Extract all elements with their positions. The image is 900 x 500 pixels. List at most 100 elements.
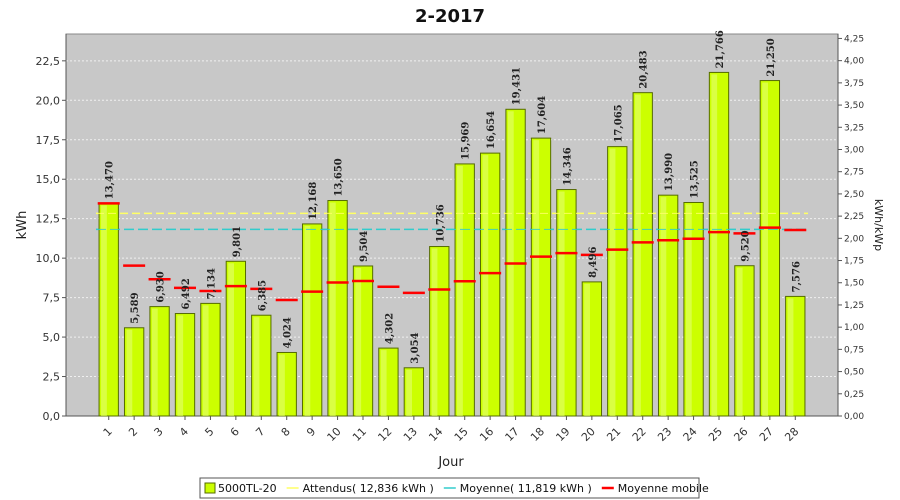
y2-axis-label: kWh/kWp [872, 199, 885, 251]
data-label: 19,431 [512, 67, 523, 105]
data-label: 17,065 [613, 104, 624, 142]
x-tick-label: 23 [655, 425, 674, 444]
bar-highlight [660, 197, 667, 416]
bar-highlight [101, 205, 107, 416]
bar-highlight [736, 267, 743, 416]
bar-highlight [711, 74, 718, 416]
y2-tick-label: 3,75 [844, 79, 864, 89]
y-tick-label: 17,5 [36, 134, 61, 147]
x-tick-label: 13 [401, 425, 420, 444]
x-tick-label: 17 [503, 425, 522, 444]
x-tick-label: 28 [782, 425, 801, 444]
bar-highlight [533, 140, 540, 416]
bar-highlight [406, 369, 412, 416]
bar-highlight [151, 308, 158, 416]
data-label: 15,969 [461, 122, 472, 160]
bar-highlight [304, 225, 311, 416]
data-label: 10,736 [435, 204, 446, 242]
bar-highlight [202, 305, 209, 416]
y2-tick-label: 1,25 [844, 301, 864, 311]
x-tick-label: 18 [528, 425, 547, 444]
y-tick-label: 10,0 [36, 252, 61, 265]
plot-area: 0,0 2,5 5,0 7,5 10,0 12,5 15,0 17,5 20,0 22,5 0,00… [36, 30, 865, 444]
data-label: 13,470 [105, 161, 116, 199]
x-tick-label: 8 [279, 425, 293, 439]
x-tick-label: 7 [253, 425, 267, 439]
bar-highlight [177, 315, 184, 416]
data-label: 6,930 [156, 271, 167, 302]
bar-highlight [558, 191, 565, 416]
x-tick-label: 19 [553, 425, 572, 444]
bar-highlight [584, 283, 590, 416]
y2-tick-label: 0,75 [844, 345, 864, 355]
data-label: 9,801 [232, 226, 243, 257]
y2-tick-label: 0,25 [844, 390, 864, 400]
y-axis-label: kWh [15, 211, 30, 240]
y2-tick-label: 4,00 [844, 57, 864, 67]
data-label: 12,168 [308, 182, 319, 220]
bar-highlight [431, 248, 438, 416]
legend-label: Attendus( 12,836 kWh ) [303, 482, 434, 495]
y-tick-label: 5,0 [43, 331, 61, 344]
bar-highlight [279, 354, 285, 416]
x-tick-label: 20 [579, 425, 598, 444]
data-label: 8,496 [588, 247, 599, 278]
legend-swatch-bar [204, 482, 216, 494]
legend: 5000TL-20 Attendus( 12,836 kWh ) Moyenne( … [199, 477, 709, 499]
data-label: 7,576 [791, 261, 802, 292]
y-tick-label: 12,5 [36, 213, 61, 226]
x-tick-label: 15 [452, 425, 471, 444]
data-label: 9,520 [740, 230, 751, 261]
x-tick-label: 16 [477, 425, 496, 444]
y2-tick-label: 1,00 [844, 323, 864, 333]
x-tick-label: 4 [177, 425, 191, 439]
y2-tick-label: 2,50 [844, 190, 864, 200]
y-tick-label: 2,5 [43, 371, 61, 384]
y-tick-label: 15,0 [36, 173, 61, 186]
x-tick-label: 6 [228, 425, 242, 439]
data-label: 7,134 [206, 268, 217, 299]
data-label: 17,604 [537, 96, 548, 134]
y2-tick-label: 3,00 [844, 145, 864, 155]
data-label: 6,385 [257, 280, 268, 311]
x-tick-label: 22 [630, 425, 649, 444]
bar-highlight [126, 329, 133, 416]
bar-highlight [635, 94, 641, 416]
y-tick-label: 7,5 [43, 292, 61, 305]
x-tick-label: 21 [604, 425, 623, 444]
y2-tick-label: 3,50 [844, 101, 864, 111]
x-tick-label: 5 [202, 425, 216, 439]
data-label: 5,589 [130, 292, 141, 323]
x-tick-label: 25 [706, 425, 725, 444]
data-label: 21,766 [715, 30, 726, 68]
data-label: 13,650 [334, 158, 345, 196]
x-tick-label: 12 [375, 425, 394, 444]
legend-label: Moyenne mobile [618, 482, 709, 495]
bar-highlight [228, 263, 234, 416]
y2-tick-label: 1,75 [844, 257, 864, 267]
legend-label: Moyenne( 11,819 kWh ) [460, 482, 592, 495]
x-tick-label: 14 [426, 425, 445, 444]
bar-highlight [762, 82, 768, 417]
y2-tick-label: 3,25 [844, 123, 864, 133]
data-label: 6,492 [181, 278, 192, 309]
x-tick-label: 11 [350, 425, 369, 444]
data-label: 20,483 [639, 50, 650, 88]
data-label: 16,654 [486, 111, 497, 149]
data-label: 9,504 [359, 231, 370, 262]
x-tick-label: 9 [304, 425, 318, 439]
bar-highlight [609, 148, 616, 416]
bar-highlight [457, 165, 463, 416]
y2-tick-label: 2,75 [844, 168, 864, 178]
y2-tick-label: 0,00 [844, 412, 864, 422]
data-label: 4,302 [384, 313, 395, 344]
bar-highlight [787, 298, 794, 416]
data-label: 3,054 [410, 332, 421, 363]
x-tick-label: 27 [757, 425, 776, 444]
data-label: 13,990 [664, 153, 675, 191]
chart-title: 2-2017 [415, 6, 485, 27]
x-tick-label: 26 [731, 425, 750, 444]
y2-tick-label: 2,25 [844, 212, 864, 222]
bar-highlight [380, 350, 387, 416]
